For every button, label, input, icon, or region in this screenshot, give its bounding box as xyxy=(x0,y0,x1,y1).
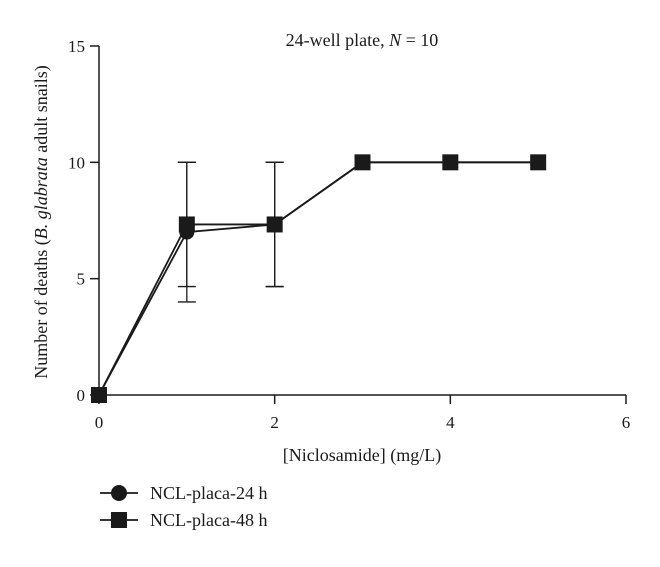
x-ticks: 0 2 4 6 xyxy=(95,395,631,432)
data-point-square xyxy=(91,387,107,403)
axes xyxy=(98,46,626,396)
x-tick-label: 2 xyxy=(270,413,279,432)
data-point-square xyxy=(442,154,459,171)
y-tick-label: 15 xyxy=(68,37,85,56)
data-point-square xyxy=(266,216,283,233)
x-tick-label: 0 xyxy=(95,413,104,432)
series-lines xyxy=(98,161,539,396)
chart-annotation: 24-well plate, N = 10 xyxy=(286,30,439,50)
x-axis-label: [Niclosamide] (mg/L) xyxy=(283,445,441,466)
y-ticks: 0 5 10 15 xyxy=(68,37,99,405)
series-line-1 xyxy=(98,161,539,396)
legend-marker-square xyxy=(111,512,127,528)
markers xyxy=(91,154,547,403)
y-tick-label: 5 xyxy=(77,270,86,289)
legend-label-24h: NCL-placa-24 h xyxy=(150,483,267,503)
data-point-square xyxy=(354,154,371,171)
legend-item-24h: NCL-placa-24 h xyxy=(100,483,267,503)
x-tick-label: 6 xyxy=(622,413,631,432)
y-tick-label: 10 xyxy=(68,153,85,172)
y-tick-label: 0 xyxy=(77,386,86,405)
data-point-square xyxy=(530,154,547,171)
legend-marker-circle xyxy=(111,485,127,501)
legend-item-48h: NCL-placa-48 h xyxy=(100,510,267,530)
legend-label-48h: NCL-placa-48 h xyxy=(150,510,267,530)
series-line-2 xyxy=(98,161,539,396)
legend: NCL-placa-24 h NCL-placa-48 h xyxy=(100,483,267,530)
x-tick-label: 4 xyxy=(446,413,455,432)
y-axis-label: Number of deaths (B. glabrata adult snai… xyxy=(31,65,52,378)
data-point-square xyxy=(178,216,195,233)
